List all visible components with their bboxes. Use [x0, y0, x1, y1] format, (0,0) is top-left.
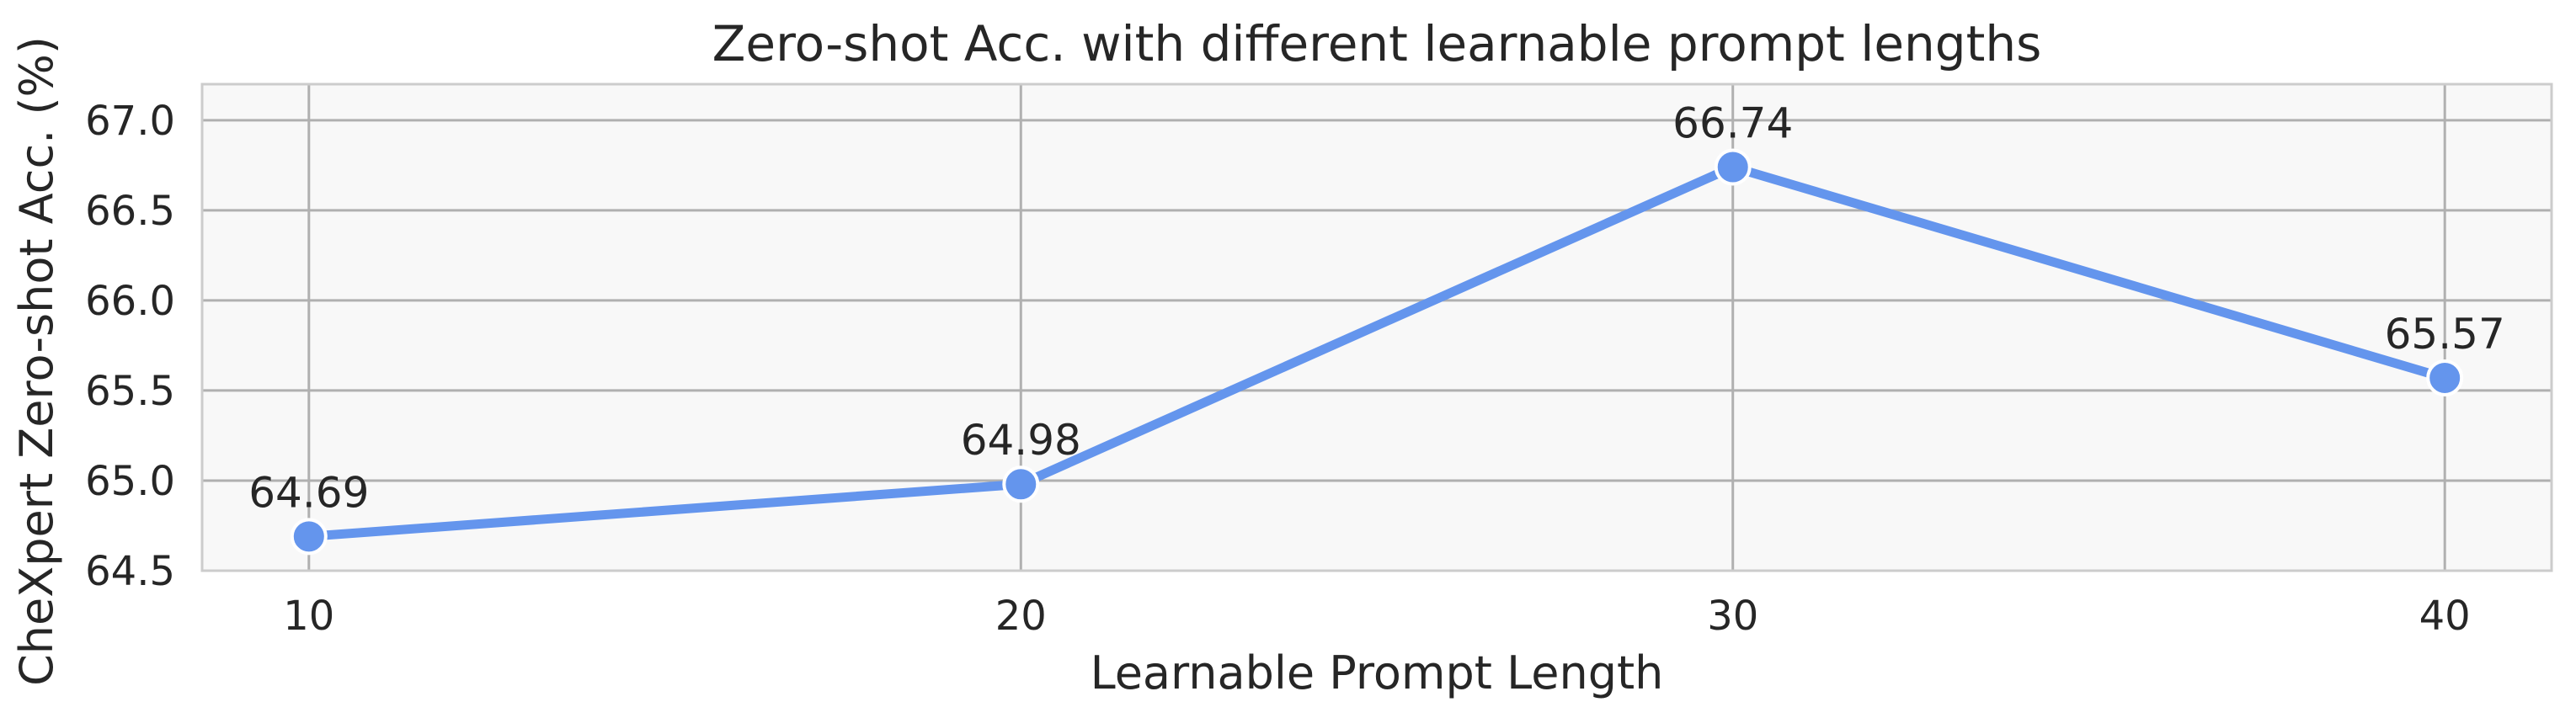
x-tick-label: 20 — [995, 593, 1047, 640]
data-point-marker — [1714, 148, 1752, 186]
y-tick-label: 66.5 — [85, 188, 175, 235]
y-tick-label: 67.0 — [85, 98, 175, 145]
y-axis-label: CheXpert Zero-shot Acc. (%) — [10, 36, 63, 686]
y-tick-label: 66.0 — [85, 278, 175, 325]
x-axis-label: Learnable Prompt Length — [1091, 646, 1664, 699]
data-point-marker — [1002, 465, 1040, 503]
data-markers — [290, 148, 2464, 556]
series-line — [304, 162, 2450, 541]
data-point-marker — [290, 518, 328, 556]
chart-title: Zero-shot Acc. with different learnable … — [712, 15, 2042, 72]
data-point-marker — [2426, 359, 2464, 396]
x-tick-labels: 10 20 30 40 — [283, 593, 2470, 640]
y-tick-labels: 64.5 65.0 65.5 66.0 66.5 67.0 — [85, 98, 175, 595]
y-tick-label: 64.5 — [85, 548, 175, 595]
x-tick-label: 30 — [1707, 593, 1758, 640]
x-tick-label: 40 — [2419, 593, 2471, 640]
x-tick-label: 10 — [283, 593, 334, 640]
y-tick-label: 65.5 — [85, 368, 175, 415]
y-tick-label: 65.0 — [85, 458, 175, 505]
data-point-label: 64.98 — [961, 416, 1081, 465]
data-labels: 64.69 64.98 66.74 65.57 — [248, 98, 2505, 517]
series-polyline — [304, 162, 2450, 541]
plot-frame — [200, 82, 2553, 572]
data-point-label: 65.57 — [2385, 310, 2505, 359]
data-point-label: 64.69 — [248, 468, 369, 517]
data-point-label: 66.74 — [1672, 98, 1793, 147]
